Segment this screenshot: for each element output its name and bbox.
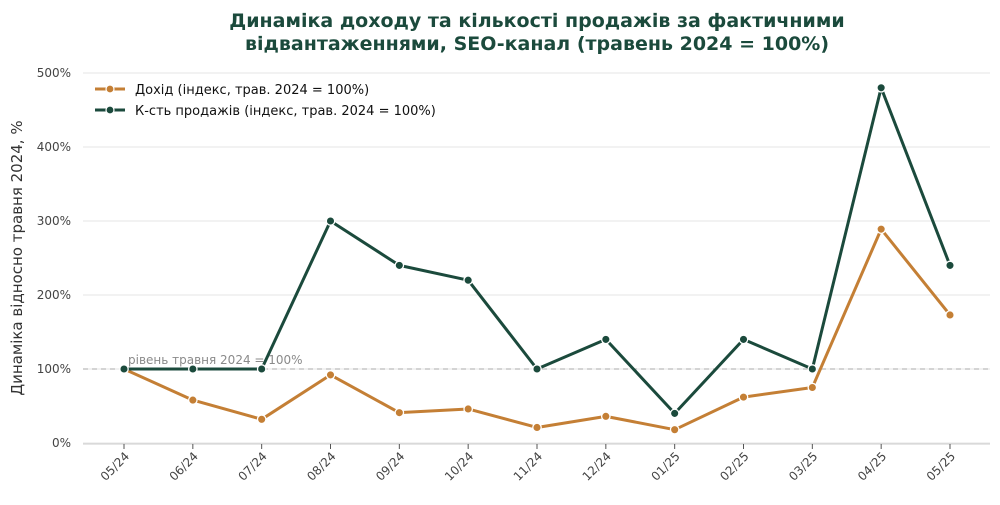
x-tick-label: 09/24	[373, 449, 407, 483]
data-point	[187, 364, 198, 374]
x-tick-label: 12/24	[580, 449, 614, 483]
data-point	[532, 422, 542, 433]
x-tick-label: 05/25	[924, 449, 958, 483]
y-tick-labels: 0% 100% 200% 300% 400% 500%	[37, 66, 71, 450]
y-axis-label: Динаміка відносно травня 2024, %	[8, 120, 26, 395]
y-tick-label: 100%	[37, 362, 71, 376]
data-point	[807, 382, 818, 393]
data-point	[807, 364, 818, 374]
x-tick-label: 06/24	[167, 449, 201, 483]
legend: Дохід (індекс, трав. 2024 = 100%) К-сть …	[95, 83, 436, 119]
x-tick-label: 03/25	[786, 449, 820, 483]
data-point	[876, 82, 887, 93]
data-point	[187, 395, 198, 405]
y-tick-label: 400%	[37, 140, 71, 154]
legend-marker-revenue	[105, 84, 115, 94]
legend-marker-sales	[105, 105, 115, 115]
data-point	[669, 424, 680, 435]
chart-title-line-1: Динаміка доходу та кількості продажів за…	[229, 10, 844, 32]
data-point	[256, 414, 267, 425]
data-point	[325, 216, 336, 226]
y-tick-label: 300%	[37, 214, 71, 228]
x-tick-label: 01/25	[648, 449, 682, 483]
legend-label-revenue: Дохід (індекс, трав. 2024 = 100%)	[135, 83, 369, 98]
data-point	[256, 364, 267, 374]
data-point	[119, 364, 129, 374]
grid-lines	[83, 72, 990, 445]
data-point	[945, 310, 955, 320]
data-point	[600, 334, 611, 345]
y-tick-label: 0%	[52, 436, 71, 450]
x-tick-label: 05/24	[98, 449, 132, 483]
x-tick-label: 11/24	[511, 449, 545, 483]
y-tick-label: 200%	[37, 288, 71, 302]
data-point	[463, 404, 474, 414]
data-point	[738, 334, 749, 345]
series-lines	[119, 82, 955, 435]
x-tick-label: 10/24	[442, 449, 476, 483]
data-point	[669, 408, 680, 419]
data-point	[394, 407, 405, 418]
x-tick-label: 08/24	[304, 449, 338, 483]
legend-label-sales: К-сть продажів (індекс, трав. 2024 = 100…	[135, 104, 436, 119]
y-tick-label: 500%	[37, 66, 71, 80]
x-tick-label: 07/24	[235, 449, 269, 483]
data-point	[600, 411, 611, 422]
data-point	[532, 364, 542, 374]
data-point	[738, 392, 749, 402]
data-point	[876, 224, 887, 234]
x-tick-labels: 05/24 06/24 07/24 08/24 09/24 10/24 11/24 12/24…	[98, 444, 958, 484]
reference-line-label: рівень травня 2024 = 100%	[128, 353, 303, 367]
data-point	[945, 260, 955, 271]
data-point	[325, 370, 336, 380]
x-tick-label: 02/25	[717, 449, 751, 483]
data-point	[394, 260, 405, 271]
series-0	[119, 224, 955, 435]
x-tick-label: 04/25	[855, 449, 889, 483]
data-point	[463, 275, 474, 286]
series-1	[119, 82, 955, 419]
series-line	[122, 227, 952, 432]
chart-title-line-2: відвантаженнями, SEO-канал (травень 2024…	[245, 33, 829, 55]
